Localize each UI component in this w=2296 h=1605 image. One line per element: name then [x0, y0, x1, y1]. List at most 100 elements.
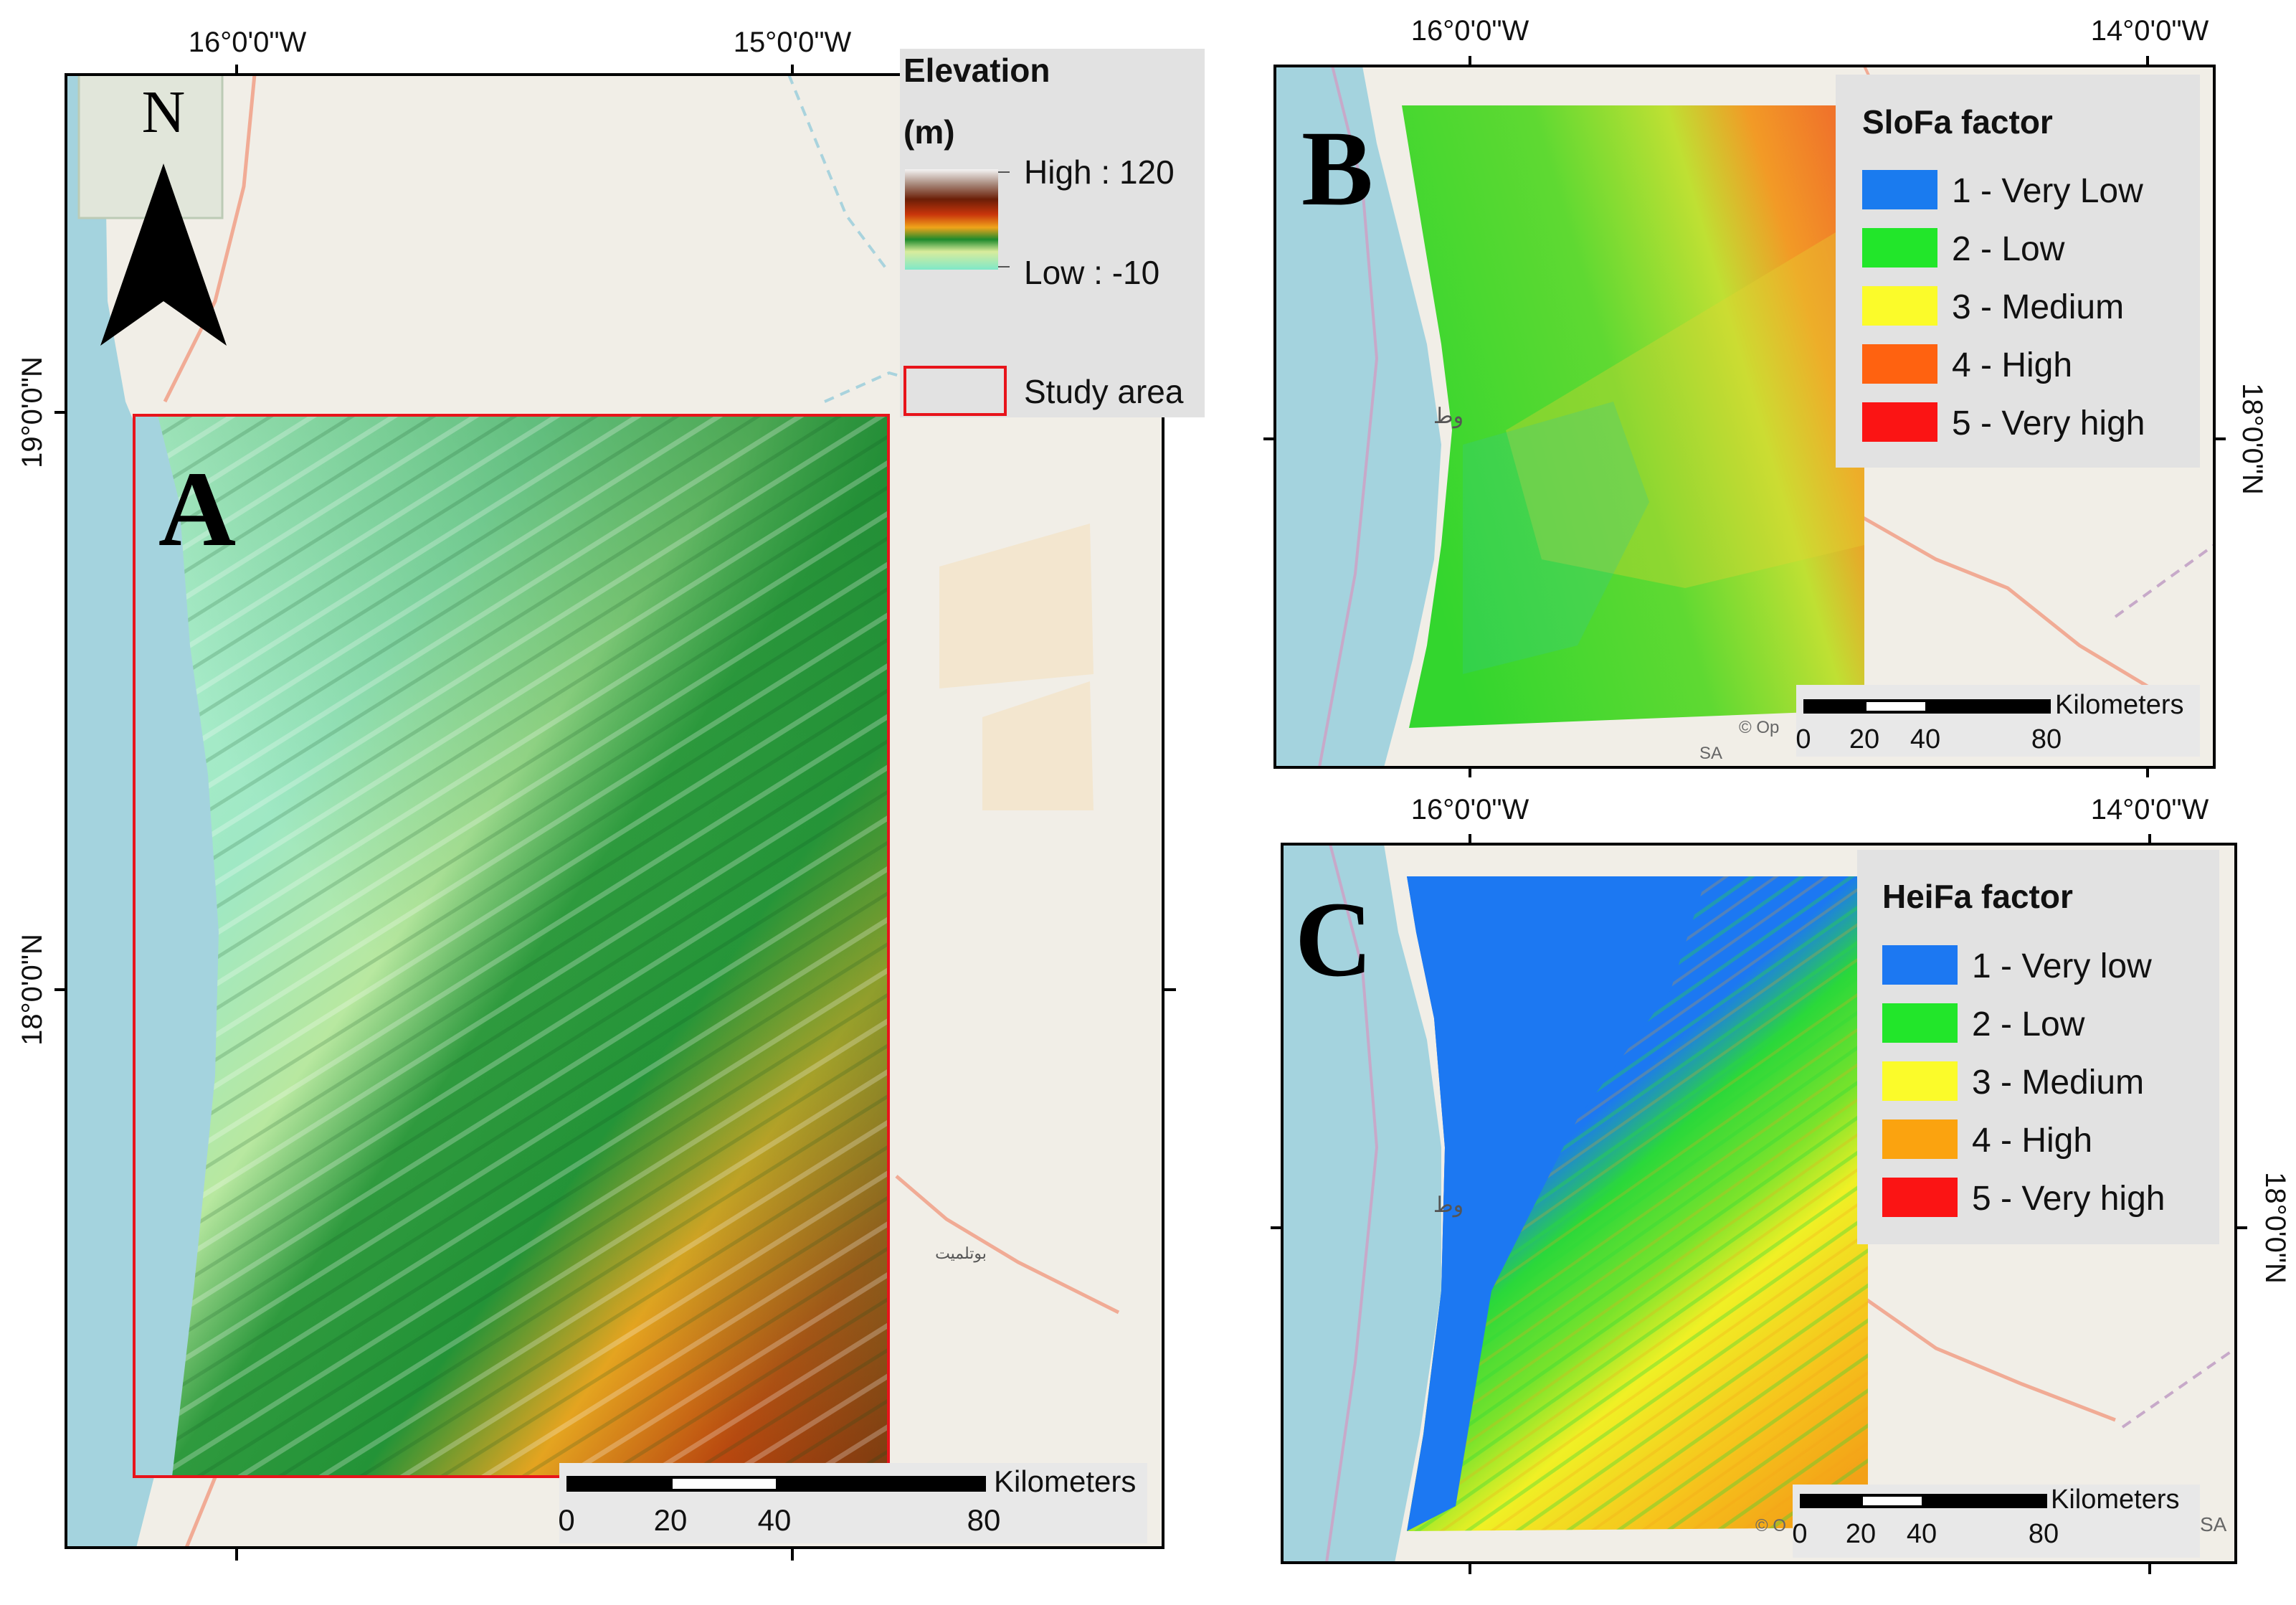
- panel-c-border: [2121, 1347, 2236, 1429]
- legend-low-label: Low : -10: [1024, 254, 1159, 291]
- panel-b-attribution: © Op: [1739, 718, 1779, 737]
- scalebar-label: 20: [654, 1503, 688, 1537]
- panel-c-top-tick-label: 14°0'0"W: [2091, 794, 2209, 825]
- legend-high-label: High : 120: [1024, 153, 1175, 191]
- scalebar-unit: Kilometers: [2055, 690, 2184, 720]
- panel-b-right-tick-label: 18°0'0"N: [2236, 383, 2268, 495]
- panel-a-dune: [982, 681, 1094, 810]
- legend-title: SloFa factor: [1862, 103, 2053, 141]
- panel-c-attribution: © O: [1755, 1516, 1786, 1535]
- study-area-swatch: [903, 366, 1007, 416]
- panel-c-road: [1863, 1296, 2116, 1422]
- scalebar-label: 80: [2031, 724, 2062, 754]
- legend-item-label: 3 - Medium: [1972, 1064, 2144, 1102]
- panel-c: 16°0'0"W 14°0'0"W 18°0'0"N C HeiFa facto…: [1271, 794, 2291, 1574]
- panel-c-basemap: [1282, 844, 2236, 1563]
- legend-item-label: 5 - Very high: [1972, 1180, 2165, 1218]
- scalebar-label: 0: [1792, 1519, 1807, 1549]
- panel-a-frame: [65, 73, 1164, 1549]
- panel-c-letter: C: [1295, 880, 1372, 999]
- panel-c-top-tick-label: 16°0'0"W: [1411, 794, 1529, 825]
- panel-c-sea: [1282, 844, 1441, 1563]
- panel-c-border: [1325, 844, 1379, 1563]
- panel-b-sea: [1275, 66, 1441, 767]
- panel-a-scalebar: Kilometers 0 20 40 80: [558, 1463, 1147, 1543]
- legend-study-area-label: Study area: [1024, 373, 1184, 410]
- panel-b-low-patch: [1463, 402, 1649, 674]
- legend-item-label: 2 - Low: [1952, 230, 2065, 268]
- panel-b-border: [2114, 544, 2214, 618]
- scalebar-label: 0: [558, 1503, 574, 1537]
- panel-b-slofa-raster: [1402, 105, 1864, 728]
- legend-item-label: 4 - High: [1952, 346, 2072, 384]
- panel-b-frame: [1273, 65, 2216, 769]
- legend-swatch: [1882, 945, 1958, 985]
- legend-swatch: [1862, 286, 1937, 326]
- panel-c-attribution-2: SA: [2200, 1513, 2227, 1535]
- panel-a-top-tick-label: 16°0'0"W: [189, 27, 307, 58]
- legend-title: HeiFa factor: [1882, 878, 2073, 915]
- legend-item-label: 1 - Very Low: [1952, 172, 2143, 210]
- legend-swatch: [1882, 1061, 1958, 1101]
- legend-title: Elevation: [903, 52, 1050, 89]
- scalebar-label: 0: [1795, 724, 1811, 754]
- panel-c-place-label: وط: [1433, 1193, 1464, 1218]
- panel-b-place-label: وط: [1433, 404, 1464, 429]
- scalebar-label: 40: [1910, 724, 1940, 754]
- legend-swatch: [1862, 344, 1937, 384]
- legend-item-label: 2 - Low: [1972, 1005, 2085, 1043]
- scalebar-label: 40: [1907, 1519, 1937, 1549]
- scalebar-label: 80: [2029, 1519, 2059, 1549]
- panel-a-road: [184, 1477, 217, 1548]
- scalebar-unit: Kilometers: [994, 1464, 1136, 1498]
- scalebar-label: 40: [758, 1503, 792, 1537]
- panel-b-attribution-2: SA: [1699, 744, 1722, 763]
- panel-b-letter: B: [1301, 109, 1373, 228]
- legend-swatch: [1882, 1003, 1958, 1043]
- panel-c-scalebar: Kilometers 0 20 40 80: [1792, 1485, 2200, 1558]
- panel-a-study-area-outline: [133, 414, 890, 1478]
- panel-b-border: [1318, 66, 1379, 767]
- legend-swatch: [1882, 1119, 1958, 1159]
- panel-a-top-tick-label: 15°0'0"W: [734, 27, 852, 58]
- legend-title-unit: (m): [903, 113, 955, 151]
- legend-swatch: [1862, 402, 1937, 442]
- scalebar-label: 20: [1846, 1519, 1876, 1549]
- north-label: N: [142, 79, 186, 146]
- panel-b-slofa-overlay: [1506, 215, 1864, 588]
- panel-b-top-tick-label: 14°0'0"W: [2091, 15, 2209, 47]
- panel-a-place-label: بوتلميت: [935, 1244, 987, 1263]
- legend-item-label: 4 - High: [1972, 1122, 2092, 1160]
- legend-item-label: 3 - Medium: [1952, 288, 2124, 326]
- panel-a-park: [77, 75, 224, 219]
- legend-swatch: [1862, 170, 1937, 209]
- panel-a-letter: A: [158, 450, 236, 569]
- panel-c-blue-zone: [1407, 876, 1707, 1531]
- panel-b-top-tick-label: 16°0'0"W: [1411, 15, 1529, 47]
- panel-a-coast-mask: [134, 415, 219, 1477]
- panel-b: 16°0'0"W 14°0'0"W 18°0'0"N B SloFa facto…: [1263, 15, 2268, 777]
- elevation-color-ramp: [905, 169, 998, 270]
- legend-item-label: 5 - Very high: [1952, 404, 2145, 442]
- panel-c-right-tick-label: 18°0'0"N: [2259, 1172, 2291, 1284]
- panel-b-road: [1834, 500, 2153, 691]
- panel-b-scalebar: Kilometers 0 20 40 80: [1795, 685, 2200, 757]
- north-arrow-icon: N: [100, 79, 227, 346]
- panel-b-basemap: [1275, 66, 2214, 767]
- scalebar-label: 20: [1849, 724, 1879, 754]
- scalebar-unit: Kilometers: [2051, 1485, 2180, 1515]
- panel-a-road: [895, 1175, 1120, 1315]
- panel-a-dem-texture: [134, 415, 888, 1477]
- scalebar-label: 80: [967, 1503, 1001, 1537]
- panel-a-road: [163, 75, 257, 403]
- panel-a: 16°0'0"W 15°0'0"W 19°0'0"N 18°0'0"N N A …: [16, 27, 1205, 1561]
- panel-c-frame: [1281, 843, 2237, 1564]
- panel-c-legend: HeiFa factor 1 - Very low 2 - Low 3 - Me…: [1857, 850, 2219, 1244]
- legend-swatch: [1862, 228, 1937, 268]
- panel-a-legend: Elevation (m) High : 120 Low : -10 Study…: [900, 49, 1205, 417]
- panel-b-legend: SloFa factor 1 - Very Low 2 - Low 3 - Me…: [1836, 75, 2200, 468]
- legend-swatch: [1882, 1178, 1958, 1217]
- panel-a-dune: [939, 524, 1094, 688]
- legend-item-label: 1 - Very low: [1972, 947, 2152, 985]
